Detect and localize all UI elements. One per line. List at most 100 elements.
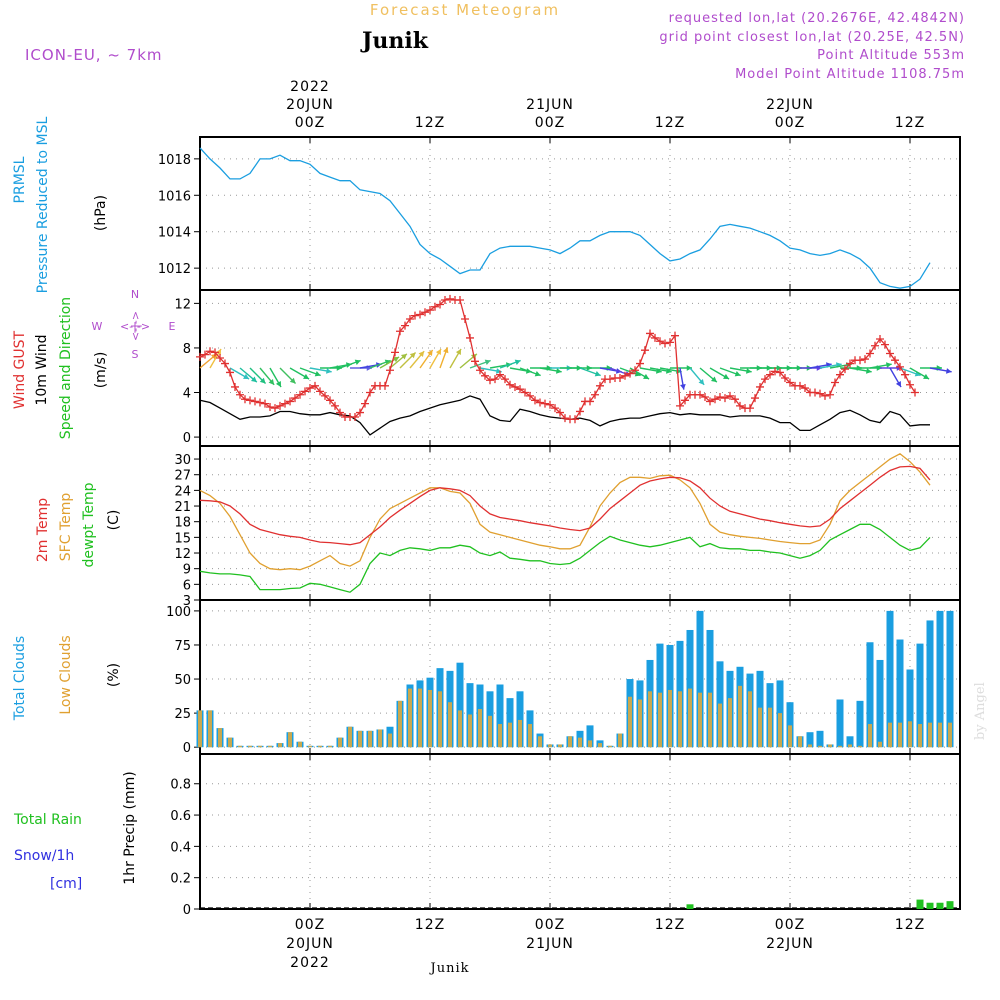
low-cloud-bar bbox=[668, 689, 672, 748]
wind-gust-marker bbox=[586, 397, 594, 406]
wind-gust-marker bbox=[446, 294, 454, 303]
wind-gust-marker bbox=[336, 408, 344, 417]
pressure-series-line bbox=[199, 147, 931, 289]
panel-frame bbox=[199, 753, 961, 910]
low-cloud-bar bbox=[558, 744, 562, 748]
y-tick-label: 0.8 bbox=[170, 778, 191, 793]
wind-vector-head bbox=[586, 365, 592, 371]
wind-speed-label: 10m Wind bbox=[34, 334, 50, 405]
wind-vector-head bbox=[555, 368, 562, 374]
wind-gust-marker bbox=[291, 394, 299, 403]
low-cloud-bar bbox=[568, 736, 572, 748]
wind-vector-head bbox=[393, 357, 400, 363]
wind-gust-marker bbox=[466, 333, 474, 342]
low-cloud-bar bbox=[778, 713, 782, 748]
wind-gust-marker bbox=[781, 374, 789, 383]
low-cloud-bar bbox=[738, 685, 742, 748]
low-cloud-bar bbox=[918, 724, 922, 748]
wind-gust-marker bbox=[201, 350, 209, 359]
time-tick-label: 00Z bbox=[535, 917, 565, 933]
wind-gust-marker bbox=[746, 404, 754, 413]
wind-gust-marker bbox=[711, 395, 719, 404]
wind-gust-marker bbox=[256, 398, 264, 407]
low-clouds-label: Low Clouds bbox=[58, 635, 74, 714]
y-tick-label: 50 bbox=[174, 673, 191, 688]
y-tick-label: 0 bbox=[183, 903, 191, 918]
wind-gust-marker bbox=[526, 391, 534, 400]
point-altitude: Point Altitude 553m bbox=[817, 48, 965, 63]
y-tick-label: 9 bbox=[183, 563, 191, 578]
wind-vector-head bbox=[734, 371, 741, 377]
low-cloud-bar bbox=[638, 699, 642, 748]
low-cloud-bar bbox=[508, 722, 512, 748]
rain-bar bbox=[916, 899, 924, 909]
wind-gust-marker bbox=[641, 346, 649, 355]
wind-gust-marker bbox=[716, 392, 724, 401]
low-cloud-bar bbox=[268, 745, 272, 748]
wind-gust-marker bbox=[621, 371, 629, 380]
y-tick-label: 100 bbox=[166, 605, 191, 620]
wind-gust-marker bbox=[661, 339, 669, 348]
wind-gust-marker bbox=[471, 357, 479, 366]
low-cloud-bar bbox=[608, 745, 612, 748]
meteogram-title: Forecast Meteogram bbox=[370, 1, 560, 19]
wind-gust-marker bbox=[276, 401, 284, 410]
wind-gust-marker bbox=[351, 413, 359, 422]
wind-gust-marker bbox=[866, 349, 874, 358]
low-cloud-bar bbox=[708, 692, 712, 748]
time-tick-label: 00Z bbox=[775, 115, 805, 131]
bottom-time-axis: 00Z 20JUN 12Z 00Z 21JUN 12Z 00Z 22JUN 12Z 2022 bbox=[286, 917, 924, 971]
low-cloud-bar bbox=[718, 703, 722, 748]
wind-vector-head bbox=[268, 378, 275, 385]
wind-gust-marker bbox=[196, 352, 204, 361]
wind-vector-head bbox=[534, 371, 541, 377]
wind-gust-marker bbox=[406, 314, 414, 323]
wind-gust-marker bbox=[821, 391, 829, 400]
compass-arrows-horizontal: <-|-> bbox=[120, 320, 150, 333]
low-cloud-bar bbox=[298, 741, 302, 748]
wind-gust-marker bbox=[646, 329, 654, 338]
total-cloud-bar bbox=[896, 639, 904, 748]
wind-gust-marker bbox=[776, 368, 784, 377]
total-cloud-bar bbox=[946, 610, 954, 748]
wind-gust-marker bbox=[591, 390, 599, 399]
wind-unit: (m/s) bbox=[93, 352, 109, 389]
wind-vector-head bbox=[710, 376, 717, 383]
wind-vector-head bbox=[723, 373, 730, 379]
low-cloud-bar bbox=[288, 732, 292, 748]
total-cloud-bar bbox=[806, 732, 814, 748]
wind-gust-marker bbox=[871, 341, 879, 350]
wind-gust-marker bbox=[496, 370, 504, 379]
low-cloud-bar bbox=[248, 745, 252, 748]
wind-gust-marker bbox=[481, 371, 489, 380]
pressure-label: Pressure Reduced to MSL bbox=[35, 116, 51, 293]
wind-gust-marker bbox=[901, 370, 909, 379]
low-cloud-bar bbox=[758, 707, 762, 748]
wind-vector-head bbox=[435, 348, 441, 355]
wind-vector-head bbox=[455, 348, 461, 355]
total-cloud-bar bbox=[876, 659, 884, 748]
wind-vector-head bbox=[243, 373, 250, 379]
y-tick-label: 15 bbox=[174, 531, 191, 546]
y-tick-label: 0 bbox=[183, 741, 191, 756]
wind-gust-marker bbox=[736, 401, 744, 410]
wind-vector-head bbox=[400, 353, 407, 360]
y-tick-label: 1016 bbox=[158, 189, 191, 204]
wind-vector-head bbox=[865, 368, 872, 374]
total-cloud-bar bbox=[496, 684, 504, 748]
time-date-label: 20JUN bbox=[286, 97, 334, 113]
wind-gust-marker bbox=[326, 396, 334, 405]
low-cloud-bar bbox=[818, 745, 822, 748]
wind-gust-marker bbox=[561, 414, 569, 423]
wind-gust-marker bbox=[286, 397, 294, 406]
wind-gust-marker bbox=[891, 356, 899, 365]
low-cloud-bar bbox=[658, 692, 662, 748]
wind-gust-marker bbox=[391, 348, 399, 357]
wind-gust-marker bbox=[596, 381, 604, 390]
low-cloud-bar bbox=[878, 741, 882, 748]
wind-gust-marker bbox=[701, 392, 709, 401]
total-rain-label: Total Rain bbox=[13, 812, 82, 828]
wind-gust-marker bbox=[476, 366, 484, 375]
low-cloud-bar bbox=[318, 745, 322, 748]
